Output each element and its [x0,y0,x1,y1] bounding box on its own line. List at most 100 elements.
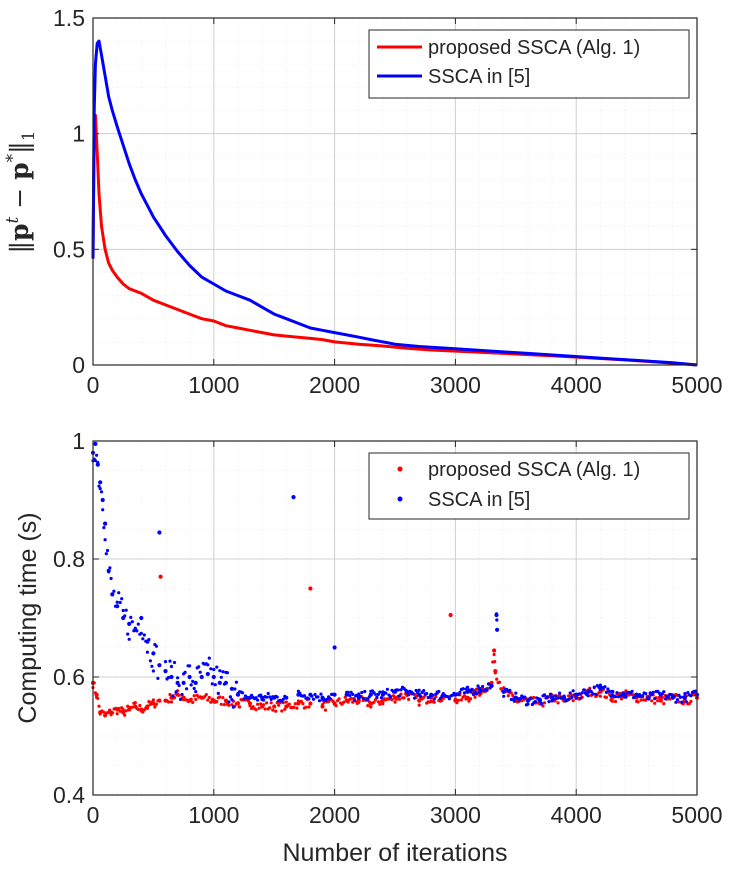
data-point [653,697,657,701]
data-point [216,691,220,696]
data-point [151,669,155,673]
data-point [388,695,393,699]
data-point [357,700,361,705]
data-point [265,701,269,705]
data-point [337,697,341,701]
data-point [308,586,313,591]
data-point [689,699,693,704]
data-point [613,695,618,699]
data-point [269,697,273,702]
data-point [217,680,222,686]
x-tick-label: 2000 [309,372,360,398]
data-point [141,637,145,641]
data-point [523,695,527,699]
data-point [497,680,502,684]
data-point [210,682,214,686]
data-point [121,608,125,613]
data-point [210,697,214,702]
data-point [222,682,226,686]
data-point [411,692,415,696]
data-point [189,697,193,701]
data-point [490,681,494,685]
data-point [151,698,155,702]
data-point [189,683,193,687]
x-tick-label: 1000 [188,372,239,398]
data-point [132,629,136,633]
data-point [154,702,158,706]
legend-label-ssca: SSCA in [5] [428,66,530,88]
data-point [422,689,426,693]
data-point [675,698,680,702]
data-point [127,621,132,627]
data-point [124,709,128,713]
data-point [331,699,335,704]
data-point [402,696,406,700]
data-point [183,670,187,675]
data-point [227,703,231,707]
data-point [111,711,115,715]
data-point [470,687,474,692]
data-point [372,700,376,704]
data-point [425,691,429,696]
data-point [130,705,134,709]
data-point [413,696,417,700]
data-point [181,680,186,686]
data-point [213,683,217,687]
data-point [384,691,388,695]
data-point [348,693,352,698]
data-point [168,659,172,663]
y-tick-label: 1 [72,121,85,147]
data-point [376,700,380,704]
data-point [448,612,453,618]
data-point [157,663,162,668]
data-point [653,701,657,705]
data-point [532,695,536,700]
data-point [200,675,204,679]
data-point [236,701,240,705]
data-point [185,687,189,691]
data-point [139,631,143,636]
data-point [292,705,296,710]
data-point [145,706,149,711]
data-point [545,695,550,699]
x-tick-label: 0 [87,372,100,398]
data-point [474,687,479,691]
data-point [240,691,245,695]
data-point [391,694,396,698]
data-point [266,691,270,696]
data-point [103,538,107,542]
data-point [117,591,121,595]
data-point [98,712,102,716]
data-point [174,690,178,694]
data-point [106,711,110,715]
data-point [228,695,232,699]
y-tick-label: 0.4 [53,782,85,808]
data-point [311,697,316,701]
data-point [624,695,628,699]
data-point [307,705,311,709]
data-point [574,696,578,700]
data-point [120,597,124,601]
data-point [662,702,666,706]
data-point [156,676,160,681]
data-point [246,699,251,703]
data-point [126,632,130,636]
data-point [95,453,99,457]
data-point [274,709,278,713]
data-point [672,695,677,699]
data-point [373,692,377,696]
data-point [573,693,577,697]
axes-box [92,440,698,796]
data-point [592,685,596,689]
data-point [357,692,361,696]
data-point [158,574,163,579]
data-point [332,645,337,650]
data-point [346,690,350,695]
data-point [127,637,131,641]
data-point [211,674,216,680]
data-point [615,691,619,695]
data-point [396,688,400,692]
x-tick-label: 3000 [430,802,481,828]
data-point [538,697,542,702]
data-point [508,688,512,693]
